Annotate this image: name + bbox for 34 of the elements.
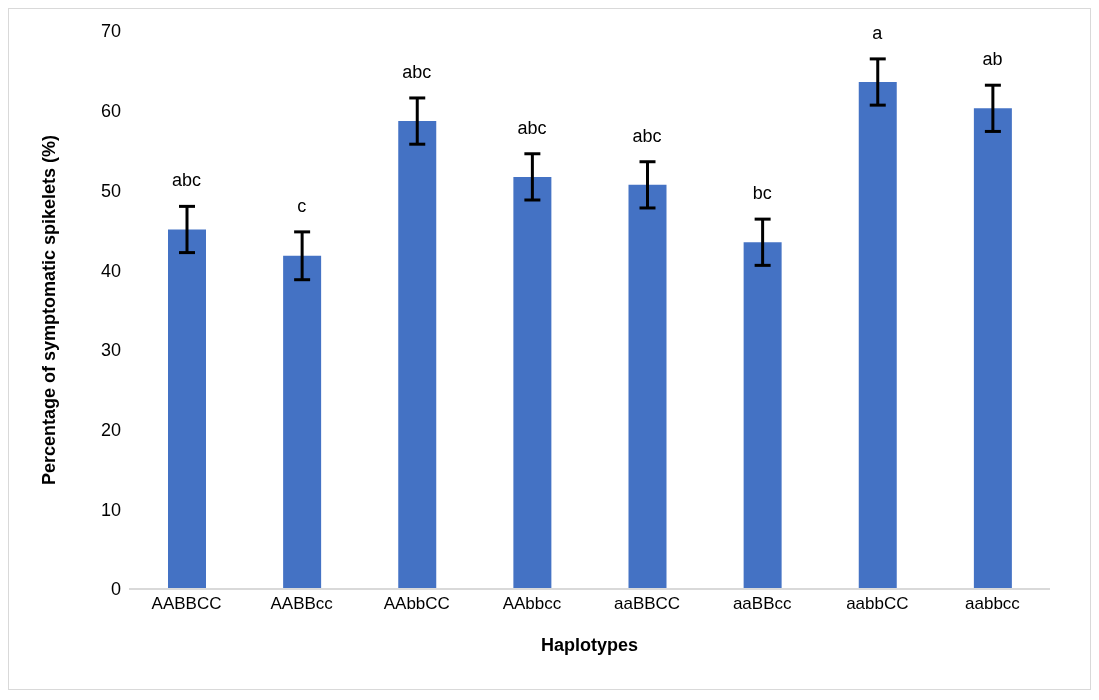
bar: [858, 82, 897, 589]
x-tick-label: aabbcc: [965, 594, 1021, 614]
annotation: c: [297, 195, 307, 216]
bar: [398, 121, 437, 589]
annotation: ab: [982, 49, 1003, 70]
x-tick-label: AABBcc: [270, 594, 334, 614]
bar: [973, 108, 1012, 589]
annotation: bc: [752, 183, 772, 204]
x-tick-label: aaBBCC: [613, 594, 681, 614]
x-tick-label: aabbCC: [846, 594, 909, 614]
annotation: abc: [517, 117, 547, 138]
x-tick-label: AAbbcc: [502, 594, 562, 614]
y-tick-label: 70: [100, 21, 121, 42]
x-tick-label: aaBBcc: [732, 594, 792, 614]
y-tick-label: 60: [100, 101, 121, 122]
x-tick-label: AABBCC: [151, 594, 222, 614]
bar: [628, 184, 667, 589]
bar: [283, 255, 322, 589]
annotation: abc: [402, 61, 432, 82]
y-tick-label: 30: [100, 340, 121, 361]
bar: [513, 176, 552, 589]
y-tick-label: 20: [100, 419, 121, 440]
y-tick-label: 50: [100, 180, 121, 201]
y-tick-label: 40: [100, 260, 121, 281]
bar: [168, 229, 206, 589]
y-axis-title: Percentage of symptomatic spikelets (%): [39, 134, 60, 486]
annotation: abc: [172, 170, 202, 191]
y-tick-label: 10: [100, 499, 121, 520]
x-tick-label: AAbbCC: [383, 594, 450, 614]
y-tick-label: 0: [110, 579, 121, 600]
x-axis-title: Haplotypes: [540, 635, 639, 655]
annotation: abc: [632, 125, 662, 146]
annotation: a: [872, 22, 884, 43]
bar: [743, 242, 782, 589]
